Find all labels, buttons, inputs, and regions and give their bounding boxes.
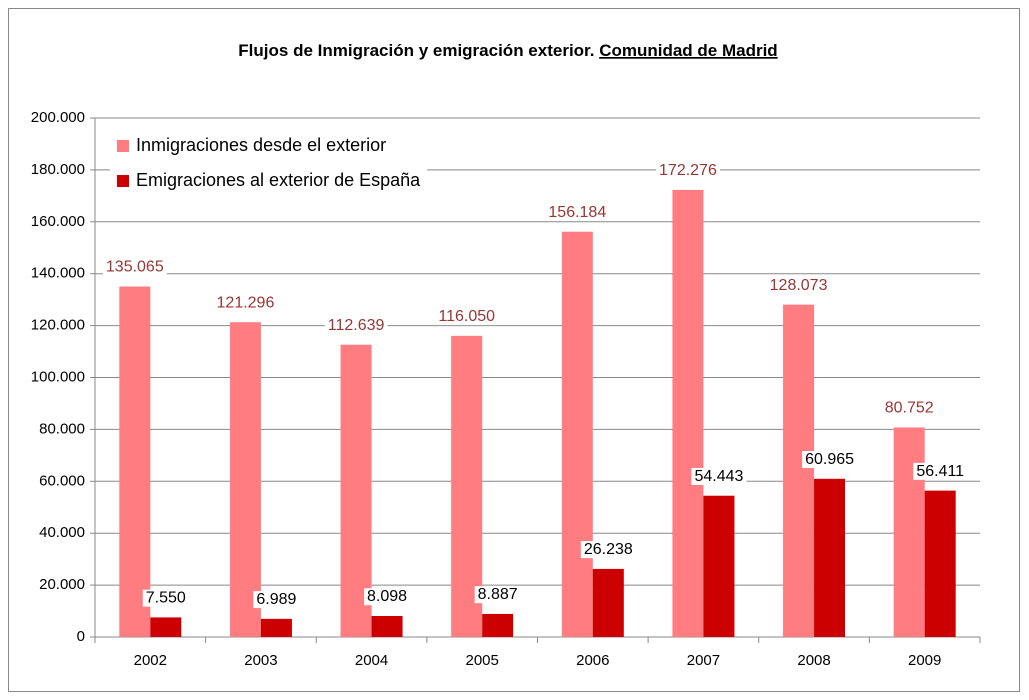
value-label-bg bbox=[324, 316, 388, 334]
value-label: 135.065 bbox=[106, 259, 164, 276]
value-label: 60.965 bbox=[805, 451, 854, 468]
value-label-bg bbox=[691, 467, 747, 485]
y-tick-label: 80.000 bbox=[39, 420, 85, 437]
value-label-bg bbox=[802, 451, 858, 469]
bar bbox=[150, 617, 182, 637]
value-label-bg bbox=[142, 589, 189, 607]
bar bbox=[561, 231, 593, 637]
value-label: 116.050 bbox=[438, 308, 495, 325]
y-tick-label: 120.000 bbox=[31, 317, 85, 334]
value-label-bg bbox=[656, 162, 720, 180]
y-tick-label: 160.000 bbox=[31, 213, 85, 230]
y-tick-label: 0 bbox=[77, 628, 85, 645]
value-label-bg bbox=[545, 203, 610, 221]
y-tick-label: 180.000 bbox=[31, 161, 85, 178]
value-label-bg bbox=[102, 258, 167, 276]
value-label-bg bbox=[580, 541, 636, 559]
chart-frame bbox=[8, 8, 1020, 692]
value-label: 112.639 bbox=[328, 317, 385, 334]
y-tick-label: 60.000 bbox=[39, 472, 85, 489]
x-tick-label: 2007 bbox=[687, 652, 720, 669]
x-tick-label: 2009 bbox=[908, 652, 941, 669]
x-tick-label: 2004 bbox=[355, 652, 388, 669]
bar bbox=[229, 322, 261, 637]
x-tick-label: 2003 bbox=[244, 652, 277, 669]
value-label: 156.184 bbox=[548, 204, 606, 221]
value-label-bg bbox=[474, 586, 521, 604]
legend-label: Emigraciones al exterior de España bbox=[136, 170, 421, 190]
value-label-bg bbox=[766, 276, 831, 294]
x-tick-label: 2008 bbox=[797, 652, 830, 669]
bar bbox=[672, 189, 704, 637]
value-label: 172.276 bbox=[659, 162, 717, 179]
y-tick-label: 100.000 bbox=[31, 368, 85, 385]
bar bbox=[783, 304, 815, 637]
legend-swatch bbox=[117, 140, 129, 152]
bar bbox=[119, 286, 151, 637]
title-part: Flujos de Inmigración y emigración exter… bbox=[238, 41, 599, 60]
value-label: 121.296 bbox=[217, 294, 275, 311]
bar bbox=[260, 618, 292, 637]
value-label-bg bbox=[253, 591, 300, 609]
y-tick-label: 40.000 bbox=[39, 524, 85, 541]
bar bbox=[592, 568, 624, 637]
x-tick-label: 2002 bbox=[134, 652, 167, 669]
value-label: 56.411 bbox=[916, 463, 964, 480]
bar bbox=[703, 495, 735, 637]
value-label-bg bbox=[435, 308, 499, 326]
value-label: 8.887 bbox=[478, 586, 518, 603]
value-label: 128.073 bbox=[770, 277, 828, 294]
y-tick-label: 20.000 bbox=[39, 576, 85, 593]
title-part: Comunidad de Madrid bbox=[599, 41, 778, 60]
bar bbox=[814, 478, 846, 637]
value-label: 8.098 bbox=[367, 588, 407, 605]
bar bbox=[893, 427, 925, 637]
chart-title: Flujos de Inmigración y emigración exter… bbox=[238, 41, 777, 60]
value-label-bg bbox=[213, 294, 278, 312]
value-label-bg bbox=[881, 399, 937, 417]
legend-label: Inmigraciones desde el exterior bbox=[136, 135, 386, 155]
bar bbox=[371, 615, 403, 637]
value-label-bg bbox=[913, 462, 968, 480]
value-label: 6.989 bbox=[256, 591, 296, 608]
value-label: 80.752 bbox=[885, 400, 934, 417]
bar bbox=[924, 490, 956, 637]
value-label-bg bbox=[364, 588, 411, 606]
value-label: 7.550 bbox=[146, 590, 186, 607]
bar bbox=[482, 613, 514, 637]
value-label: 26.238 bbox=[584, 541, 633, 558]
y-tick-label: 200.000 bbox=[31, 109, 85, 126]
x-tick-label: 2006 bbox=[576, 652, 609, 669]
legend-bg bbox=[110, 128, 428, 198]
legend-swatch bbox=[117, 175, 129, 187]
y-tick-label: 140.000 bbox=[31, 265, 85, 282]
value-label: 54.443 bbox=[694, 468, 743, 485]
x-tick-label: 2005 bbox=[466, 652, 499, 669]
